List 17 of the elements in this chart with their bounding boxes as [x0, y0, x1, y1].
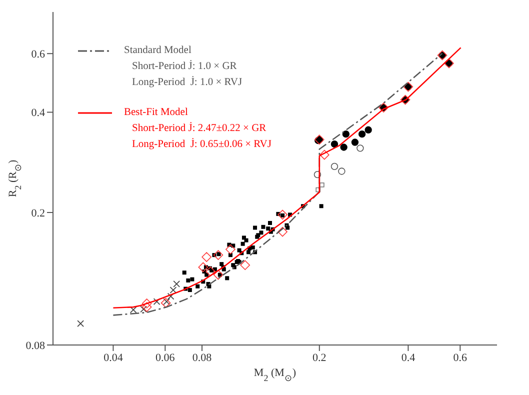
annotation: Short-Period J̇: 2.47±0.22 × GR — [132, 121, 268, 136]
x-axis-title: M$_{2}$ (M$_{⊙}$) — [254, 367, 296, 383]
legend-label: Standard Model — [124, 44, 192, 58]
y-tick-label: 0.2 — [31, 207, 45, 220]
x-tick-label: 0.4 — [401, 352, 416, 364]
annotation: Long-Period J̇: 0.65±0.06 × RVJ — [132, 137, 272, 152]
legend-label: Best-Fit Model — [124, 106, 188, 120]
annotation: Short-Period J̇: 1.0 × GR — [132, 59, 238, 74]
x-tick-label: 0.08 — [192, 352, 212, 364]
x-tick-label: 0.04 — [104, 352, 124, 364]
y-tick-label: 0.4 — [31, 107, 46, 120]
annotation: Long-Period J̇: 1.0 × RVJ — [132, 75, 244, 90]
y-tick-label: 0.08 — [26, 340, 46, 352]
x-tick-label: 0.06 — [156, 352, 176, 364]
y-tick-label: 0.6 — [31, 48, 46, 61]
x-tick-label: 0.6 — [453, 352, 468, 364]
x-tick-label: 0.2 — [312, 352, 326, 364]
